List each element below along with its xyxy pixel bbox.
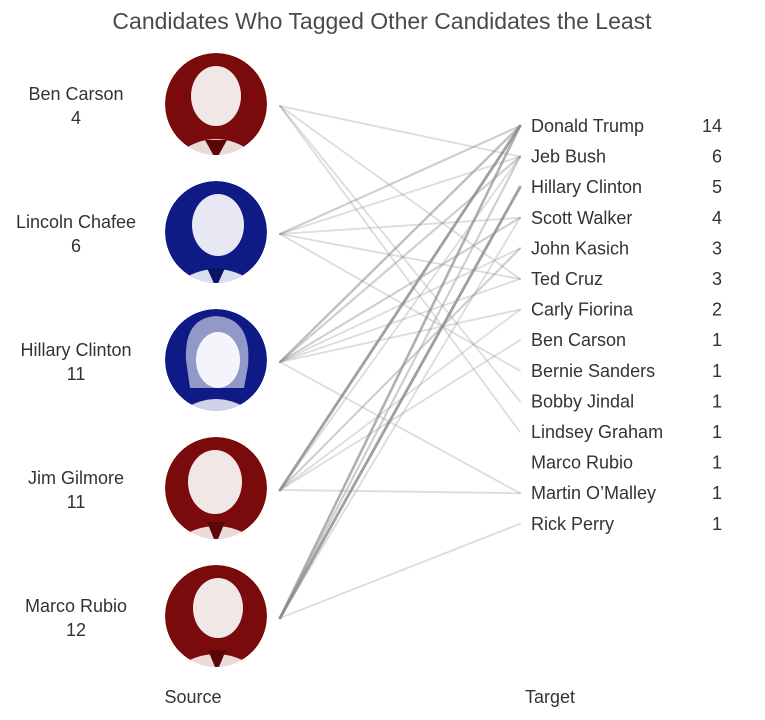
target-name-label: Bernie Sanders: [531, 361, 655, 381]
source-labels: Ben Carson 4 Lincoln Chafee 6 Hillary Clinto…: [16, 84, 136, 640]
link-line: [278, 124, 522, 620]
target-name-label: Lindsey Graham: [531, 422, 663, 442]
link-line: [279, 489, 521, 495]
chart-title: Candidates Who Tagged Other Candidates t…: [112, 8, 652, 34]
link-line: [279, 105, 521, 403]
source-axis-label: Source: [164, 687, 221, 707]
target-count-label: 14: [702, 116, 722, 136]
source-count-label: 12: [66, 620, 86, 640]
target-name-label: Marco Rubio: [531, 453, 633, 473]
link-line: [279, 233, 521, 280]
target-name-label: John Kasich: [531, 238, 629, 258]
target-name-label: Ted Cruz: [531, 269, 603, 289]
target-count-label: 2: [712, 300, 722, 320]
target-name-label: Jeb Bush: [531, 147, 606, 167]
target-count-label: 1: [712, 514, 722, 534]
link-line: [279, 247, 521, 363]
link-line: [278, 124, 522, 236]
source-name-label: Ben Carson: [28, 84, 123, 104]
target-count-label: 1: [712, 483, 722, 503]
link-line: [278, 155, 522, 620]
target-name-label: Bobby Jindal: [531, 391, 634, 411]
link-line: [279, 155, 521, 235]
target-count-label: 1: [712, 330, 722, 350]
avatar: [165, 181, 267, 283]
target-count-label: 5: [712, 177, 722, 197]
link-line: [279, 339, 521, 491]
avatar: [165, 53, 267, 155]
link-line: [278, 124, 522, 492]
link-line: [279, 308, 521, 363]
link-line: [279, 105, 521, 280]
avatar: [165, 565, 267, 667]
target-name-label: Rick Perry: [531, 514, 614, 534]
avatar: [165, 437, 267, 539]
source-name-label: Marco Rubio: [25, 596, 127, 616]
source-count-label: 6: [71, 236, 81, 256]
target-name-label: Donald Trump: [531, 116, 644, 136]
avatar: [165, 309, 267, 411]
link-line: [278, 185, 522, 620]
target-count-label: 1: [712, 361, 722, 381]
target-count-label: 4: [712, 208, 722, 228]
link-line: [279, 105, 521, 158]
target-count-label: 3: [712, 238, 722, 258]
source-count-label: 11: [67, 364, 86, 384]
link-line: [279, 522, 521, 619]
link-line: [279, 361, 521, 495]
link-line: [279, 155, 521, 491]
link-line: [278, 216, 522, 364]
link-line: [279, 233, 521, 372]
link-line: [279, 216, 521, 619]
source-count-label: 11: [67, 492, 86, 512]
source-name-label: Hillary Clinton: [20, 340, 131, 360]
target-count-label: 1: [712, 422, 722, 442]
target-count-label: 6: [712, 147, 722, 167]
link-line: [279, 278, 521, 363]
target-name-label: Hillary Clinton: [531, 177, 642, 197]
link-line: [278, 155, 522, 364]
target-count-label: 1: [712, 453, 722, 473]
link-line: [279, 216, 521, 235]
target-count-label: 3: [712, 269, 722, 289]
link-line: [278, 124, 522, 364]
link-line: [279, 105, 521, 433]
target-name-label: Martin O’Malley: [531, 483, 656, 503]
target-name-label: Carly Fiorina: [531, 300, 634, 320]
avatar-layer: [165, 53, 267, 667]
target-name-label: Scott Walker: [531, 208, 632, 228]
source-name-label: Jim Gilmore: [28, 468, 124, 488]
target-count-label: 1: [712, 391, 722, 411]
target-name-label: Ben Carson: [531, 330, 626, 350]
source-name-label: Lincoln Chafee: [16, 212, 136, 232]
link-layer: [278, 105, 522, 620]
source-count-label: 4: [71, 108, 81, 128]
target-axis-label: Target: [525, 687, 575, 707]
